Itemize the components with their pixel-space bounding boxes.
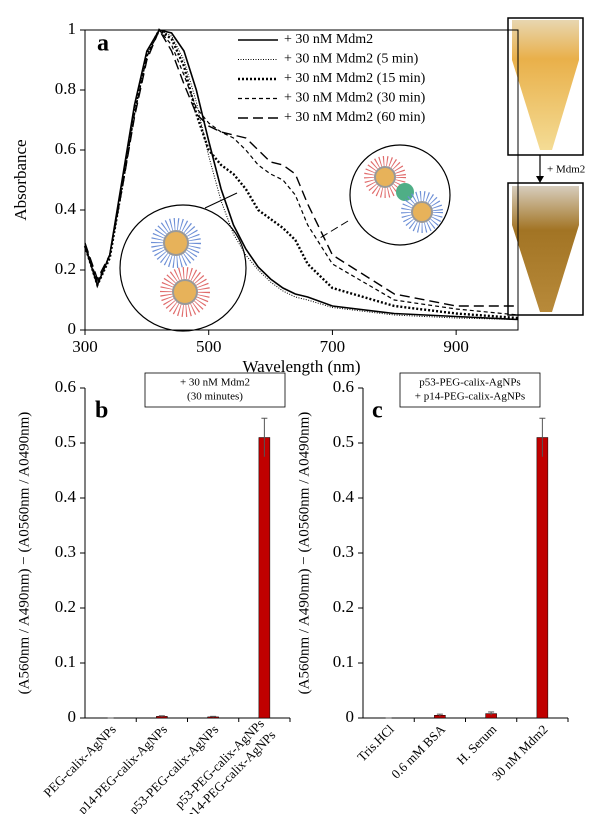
annotation-box xyxy=(144,372,286,408)
legend-label: + 30 nM Mdm2 xyxy=(284,32,373,47)
panel-letter: b xyxy=(95,398,108,424)
y-tick-label: 0.3 xyxy=(55,542,76,561)
spectrum-line xyxy=(83,28,519,320)
x-tick-label: Tris.HCl xyxy=(354,721,397,764)
arrow-head xyxy=(536,176,544,183)
legend-label: + 30 nM Mdm2 (60 min) xyxy=(284,110,426,125)
y-tick-label: 0.6 xyxy=(55,377,76,396)
inset-label: + Mdm2 xyxy=(547,164,585,176)
panel-letter: c xyxy=(372,398,383,424)
inset-separate xyxy=(119,192,247,332)
y-tick-label: 0 xyxy=(68,707,77,726)
y-tick-label: 0.6 xyxy=(55,139,76,158)
x-tick-label: 700 xyxy=(320,337,346,356)
inset-bound xyxy=(319,144,451,246)
y-tick-label: 0.5 xyxy=(333,432,354,451)
y-tick-label: 0.6 xyxy=(333,377,354,396)
annotation-text: (30 minutes) xyxy=(187,391,243,403)
legend-label: + 30 nM Mdm2 (15 min) xyxy=(284,71,426,86)
y-tick-label: 0.1 xyxy=(55,652,76,671)
x-axis-label: Wavelength (nm) xyxy=(242,357,360,376)
annotation-box xyxy=(399,372,541,408)
y-tick-label: 0.2 xyxy=(55,259,76,278)
legend-label: + 30 nM Mdm2 (5 min) xyxy=(284,52,419,67)
x-tick-label: 500 xyxy=(196,337,222,356)
x-tick-label: 0.6 mM BSA xyxy=(388,721,448,781)
y-tick-label: 0.4 xyxy=(55,487,77,506)
y-axis-label: Absorbance xyxy=(11,139,30,220)
y-axis-label: (A560nm / A490nm) − (A0560nm / A0490nm) xyxy=(16,412,32,695)
y-tick-label: 0.4 xyxy=(333,487,355,506)
bar xyxy=(258,437,271,719)
y-tick-label: 0.1 xyxy=(333,652,354,671)
x-tick-label: H. Serum xyxy=(454,722,500,768)
photo-before xyxy=(507,17,584,156)
y-axis-label: (A560nm / A490nm) − (A0560nm / A0490nm) xyxy=(296,412,312,695)
y-tick-label: 0.4 xyxy=(55,199,77,218)
y-tick-label: 0 xyxy=(346,707,355,726)
y-tick-label: 0.3 xyxy=(333,542,354,561)
x-tick-label: p14-PEG-calix-AgNPs xyxy=(75,722,170,814)
photo-after xyxy=(507,182,584,316)
y-tick-label: 0.5 xyxy=(55,432,76,451)
x-tick-label: 30 nM Mdm2 xyxy=(489,722,551,784)
annotation-text: + 30 nM Mdm2 xyxy=(180,377,250,389)
y-tick-label: 0.2 xyxy=(55,597,76,616)
panel-letter: a xyxy=(97,31,109,57)
y-tick-label: 0 xyxy=(68,319,77,338)
x-tick-label: 900 xyxy=(443,337,469,356)
legend-label: + 30 nM Mdm2 (30 min) xyxy=(284,91,426,106)
y-tick-label: 1 xyxy=(68,19,77,38)
y-tick-label: 0.2 xyxy=(333,597,354,616)
x-tick-label: 300 xyxy=(72,337,98,356)
spectrum-line xyxy=(84,29,519,320)
annotation-text: + p14-PEG-calix-AgNPs xyxy=(415,391,525,403)
annotation-text: p53-PEG-calix-AgNPs xyxy=(419,377,520,389)
bar xyxy=(536,437,549,719)
spectrum-line xyxy=(84,28,518,307)
plot-frame xyxy=(84,29,519,331)
y-tick-label: 0.8 xyxy=(55,79,76,98)
